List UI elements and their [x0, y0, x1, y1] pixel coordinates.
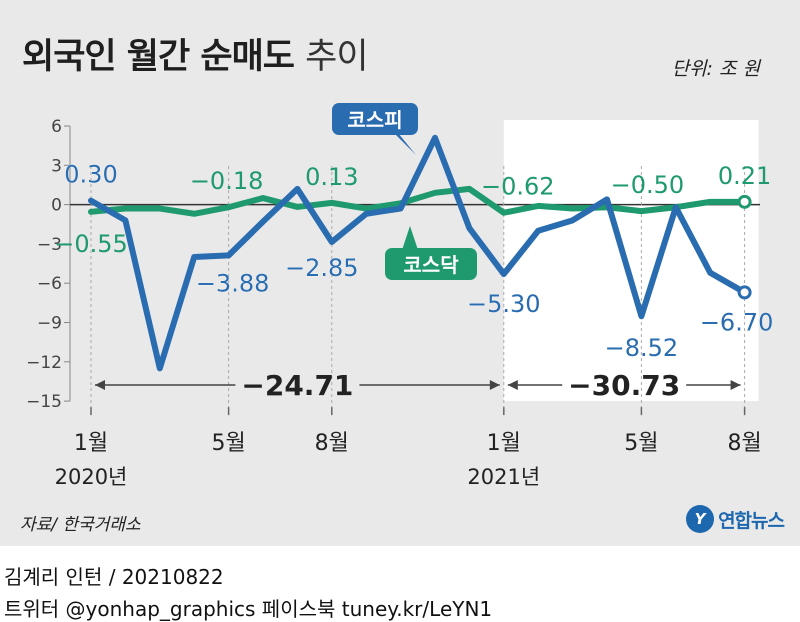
kospi-data-label: 0.30 [64, 161, 117, 189]
annotation-arrowhead-right [730, 380, 741, 390]
credit-line-2: 트위터 @yonhap_graphics 페이스북 tuney.kr/LeYN1 [4, 597, 493, 621]
kosdaq-data-label: 0.13 [305, 163, 358, 191]
y-tick-label: −3 [37, 235, 62, 255]
x-tick-label: 1월 [74, 431, 108, 456]
annotation-total-label: −30.73 [568, 369, 680, 402]
kospi-data-label: −5.30 [467, 290, 541, 318]
x-year-label: 2020년 [55, 465, 128, 489]
kosdaq-data-label: −0.50 [611, 171, 685, 199]
credit-separator: / [108, 565, 122, 589]
kosdaq-data-label: −0.55 [54, 230, 128, 258]
x-tick-label: 8월 [727, 431, 761, 456]
y-tick-label: −12 [26, 353, 62, 373]
source-label: 자료/ 한국거래소 [20, 515, 141, 535]
chart: 6 3 0 −3 −6 −9 −12 −15 1월 2020년 5월 8월 1월 2021년 5월 8월 −24… [26, 103, 774, 489]
kospi-callout-pointer [394, 133, 416, 155]
annotation-arrowhead-left [507, 380, 518, 390]
y-tick-label: 6 [51, 117, 62, 137]
credit-author: 김계리 인턴 [4, 565, 103, 589]
kospi-end-marker [737, 285, 752, 300]
kospi-callout-box [332, 103, 418, 135]
kosdaq-end-marker [737, 194, 752, 209]
x-tick-label: 1월 [487, 431, 521, 456]
kosdaq-data-label: −0.18 [190, 167, 264, 195]
kospi-data-label: −2.85 [285, 254, 359, 282]
title-main: 외국인 월간 순매도 [22, 37, 295, 77]
x-tick-label: 8월 [315, 431, 349, 456]
kosdaq-legend-label: 코스닥 [403, 253, 459, 277]
kospi-data-label: −8.52 [605, 334, 679, 362]
y-tick-label: −15 [26, 392, 62, 412]
kosdaq-data-label: 0.21 [718, 162, 771, 190]
yonhap-logo-icon: Y [686, 505, 715, 533]
year-2021-region [503, 120, 759, 402]
y-tick-label: −6 [37, 274, 62, 294]
logo-text: 연합뉴스 [718, 509, 785, 532]
kospi-data-label: −3.88 [196, 269, 270, 297]
y-tick-label: 3 [51, 156, 62, 176]
credit-line-1: 김계리 인턴 / 20210822 [4, 561, 224, 590]
kospi-legend-label: 코스피 [347, 108, 402, 132]
kospi-data-label: −6.70 [700, 308, 774, 336]
credit-date: 20210822 [121, 565, 224, 589]
annotation-arrowhead-right [489, 380, 500, 390]
kosdaq-callout-box [385, 248, 477, 280]
x-tick-label: 5월 [211, 431, 245, 456]
kosdaq-data-label: −0.62 [481, 173, 555, 201]
chart-title: 외국인 월간 순매도 추이 [22, 28, 369, 79]
x-tick-label: 5월 [624, 431, 658, 456]
x-year-label: 2021년 [467, 465, 540, 489]
annotation-arrowhead-left [95, 380, 105, 390]
y-tick-label: −9 [37, 314, 62, 334]
unit-label: 단위: 조 원 [671, 58, 760, 80]
kosdaq-line [88, 185, 748, 217]
title-sub: 추이 [305, 37, 368, 77]
chart-card: 외국인 월간 순매도 추이 단위: 조 원 6 3 0 −3 −6 −9 −12 −15 1월 2… [0, 0, 800, 546]
kosdaq-callout-pointer [402, 226, 418, 250]
yonhap-logo: Y 연합뉴스 [686, 505, 785, 533]
annotation-total-label: −24.71 [241, 369, 353, 402]
y-tick-label: 0 [51, 196, 62, 216]
kospi-line [88, 134, 748, 372]
